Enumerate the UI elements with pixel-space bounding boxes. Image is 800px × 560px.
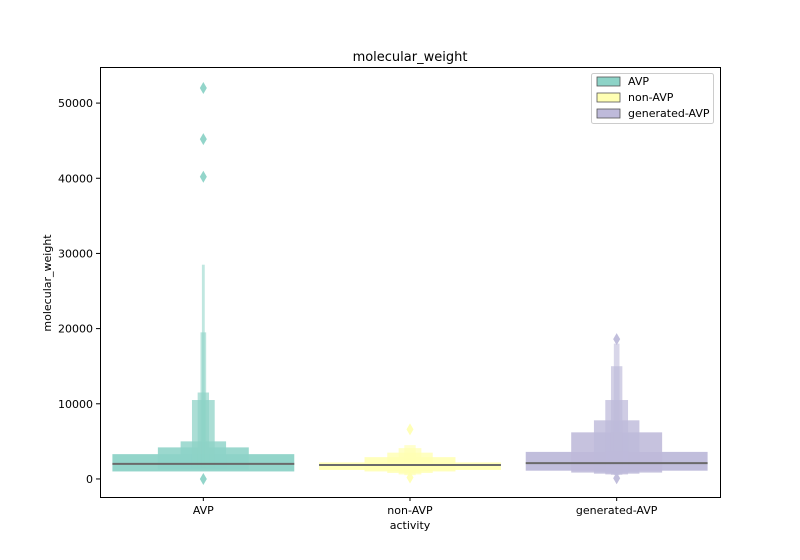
boxen-box xyxy=(613,343,620,476)
legend-entry: non-AVP xyxy=(628,91,674,104)
legend-entry: AVP xyxy=(628,75,649,88)
chart-title: molecular_weight xyxy=(353,50,468,65)
y-axis: 0 10000 20000 30000 40000 50000 xyxy=(58,97,100,486)
series-non-avp xyxy=(319,423,501,484)
x-axis: AVP non-AVP generated-AVP xyxy=(193,497,658,517)
boxen-box xyxy=(201,264,205,467)
legend-swatch xyxy=(596,92,621,103)
outlier-point xyxy=(613,472,621,485)
y-tick-label: 0 xyxy=(86,473,93,486)
outlier-point xyxy=(406,471,414,484)
legend: AVP non-AVP generated-AVP xyxy=(591,73,714,124)
x-tick-label: generated-AVP xyxy=(576,504,658,517)
y-tick-label: 30000 xyxy=(58,247,93,260)
outlier-point xyxy=(199,82,207,95)
x-tick-label: non-AVP xyxy=(387,504,433,517)
x-axis-label: activity xyxy=(390,519,431,532)
outlier-point xyxy=(613,333,621,346)
legend-entry: generated-AVP xyxy=(628,107,710,120)
series-avp xyxy=(112,82,295,485)
x-tick-label: AVP xyxy=(193,504,214,517)
legend-swatch xyxy=(596,76,621,87)
outlier-point xyxy=(406,423,414,436)
plot-area xyxy=(112,82,708,485)
outlier-point xyxy=(199,133,207,146)
outlier-point xyxy=(199,170,207,183)
y-tick-label: 20000 xyxy=(58,323,93,336)
y-tick-label: 10000 xyxy=(58,398,93,411)
boxen-box xyxy=(404,445,416,476)
y-tick-label: 50000 xyxy=(58,97,93,110)
y-axis-label: molecular_weight xyxy=(41,234,54,332)
legend-swatch xyxy=(596,108,621,119)
series-generated-avp xyxy=(525,333,708,485)
y-tick-label: 40000 xyxy=(58,172,93,185)
outlier-point xyxy=(199,472,207,485)
legend-frame xyxy=(591,73,714,124)
